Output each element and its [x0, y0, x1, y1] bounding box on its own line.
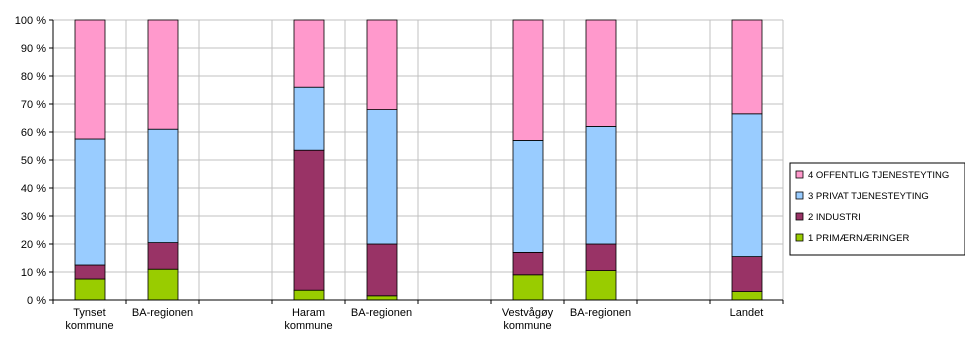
bar-segment [585, 19, 617, 127]
legend-label: 3 PRIVAT TJENESTEYTING [808, 191, 929, 202]
bar-segment [74, 278, 106, 301]
x-tick-label: Tynset kommune [65, 307, 113, 332]
y-tick-label: 80 % [21, 71, 46, 83]
bar-segment [512, 19, 544, 141]
x-tick-label-line: kommune [503, 320, 551, 332]
legend-label: 4 OFFENTLIG TJENESTEYTING [808, 170, 949, 181]
bar-segment [293, 19, 325, 88]
bar-segment [585, 126, 617, 245]
axes: 0 % 10 % 20 % 30 % 40 % 50 % 60 % 70 % 80 % 90 % 1… [15, 15, 784, 332]
x-tick-label-line: BA-regionen [351, 307, 412, 319]
bar-segment [366, 109, 398, 245]
y-tick-label: 30 % [21, 211, 46, 223]
legend-swatch [795, 233, 804, 242]
bar-segment [147, 19, 179, 130]
bar-segment [731, 113, 763, 258]
y-tick-label: 0 % [27, 295, 46, 307]
bar-segment [74, 19, 106, 140]
y-tick-label: 20 % [21, 239, 46, 251]
bar-segment [147, 268, 179, 301]
x-tick-label: Landet [730, 307, 764, 319]
y-tick-label: 50 % [21, 155, 46, 167]
y-tick-label: 40 % [21, 183, 46, 195]
legend-swatch [795, 170, 804, 179]
y-tick-label: 100 % [15, 15, 46, 27]
bar-segment [585, 270, 617, 301]
bars [74, 19, 763, 301]
bar-segment [293, 149, 325, 291]
x-tick-label-line: kommune [284, 320, 332, 332]
y-tick-label: 10 % [21, 267, 46, 279]
y-tick-label: 60 % [21, 127, 46, 139]
x-tick-label-line: Tynset [73, 307, 105, 319]
x-tick-label: BA-regionen [351, 307, 412, 319]
x-tick-label-line: Haram [292, 307, 325, 319]
legend-box [789, 162, 965, 256]
bar-segment [731, 19, 763, 115]
bar-segment [366, 295, 398, 301]
legend-swatch [795, 212, 804, 221]
bar-segment [366, 243, 398, 297]
x-tick-label-line: BA-regionen [570, 307, 631, 319]
x-tick-label: Vestvågøy kommune [502, 307, 554, 332]
bar-segment [293, 289, 325, 301]
legend: 4 OFFENTLIG TJENESTEYTING 3 PRIVAT TJENES… [789, 162, 965, 256]
bar-segment [147, 128, 179, 243]
x-tick-label-line: Vestvågøy [502, 307, 554, 319]
legend-label: 1 PRIMÆRNÆRINGER [808, 233, 909, 244]
x-tick-label: Haram kommune [284, 307, 332, 332]
legend-label: 2 INDUSTRI [808, 212, 861, 223]
bar-segment [512, 251, 544, 276]
x-tick-label-line: Landet [730, 307, 764, 319]
bar-segment [512, 274, 544, 301]
bar-segment [512, 139, 544, 253]
legend-swatch [795, 191, 804, 200]
x-tick-label: BA-regionen [570, 307, 631, 319]
bar-segment [293, 86, 325, 151]
bar-segment [731, 291, 763, 301]
y-tick-label: 90 % [21, 43, 46, 55]
bar-segment [366, 19, 398, 110]
bar-segment [731, 256, 763, 293]
bar-segment [74, 138, 106, 266]
y-tick-label: 70 % [21, 99, 46, 111]
x-tick-label-line: BA-regionen [132, 307, 193, 319]
x-tick-label-line: kommune [65, 320, 113, 332]
bar-segment [147, 242, 179, 270]
bar-segment [585, 243, 617, 272]
x-tick-label: BA-regionen [132, 307, 193, 319]
bar-segment [74, 264, 106, 280]
